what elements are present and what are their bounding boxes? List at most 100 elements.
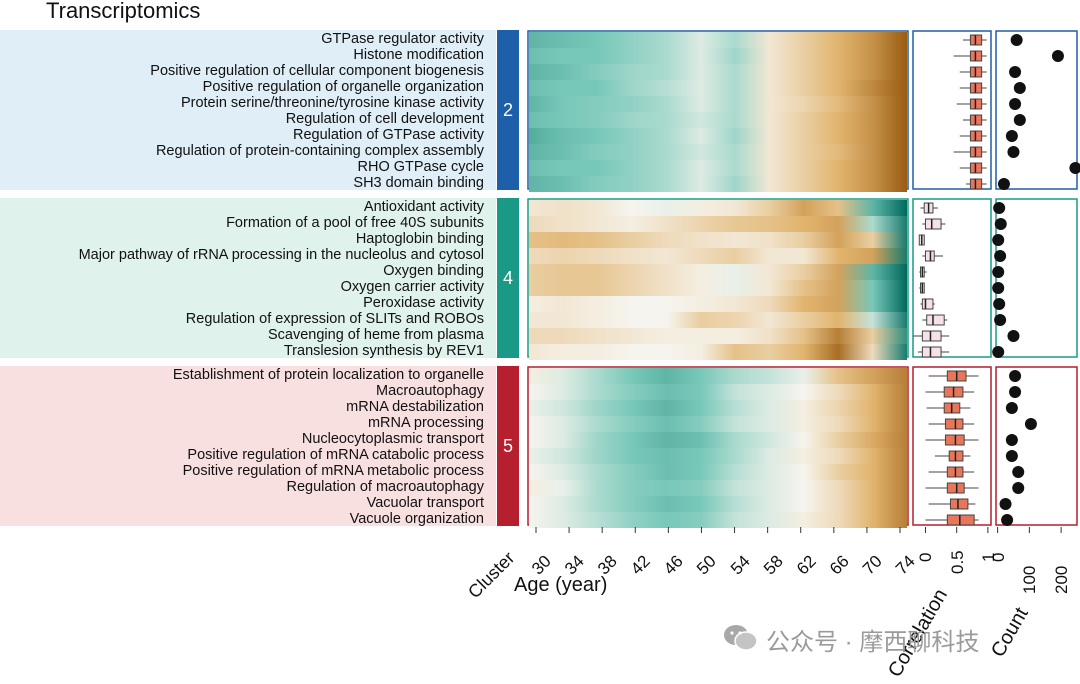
heatmap-row [529, 448, 907, 464]
count-dot [994, 314, 1007, 326]
count-dot [1051, 50, 1064, 62]
term-label: Positive regulation of mRNA metabolic pr… [182, 463, 484, 479]
box-body [926, 314, 945, 326]
term-label: Regulation of expression of SLITs and RO… [185, 311, 484, 327]
count-tick-label: 200 [1052, 565, 1072, 594]
cluster-4-label: 4 [502, 267, 513, 288]
term-label: Regulation of protein-containing complex… [155, 143, 484, 159]
heatmap-row [529, 216, 907, 232]
count-dot [1013, 114, 1026, 126]
cluster-2-label: 2 [502, 99, 513, 120]
term-label: Vacuole organization [349, 511, 484, 527]
count-dot [992, 266, 1005, 278]
heatmap-row [529, 64, 907, 80]
heatmap-row [529, 296, 907, 312]
count-dot [1009, 66, 1022, 78]
cluster-2-background [0, 30, 496, 190]
heatmap-row [529, 160, 907, 176]
term-label: GTPase regulator activity [321, 31, 484, 47]
term-label: SH3 domain binding [353, 175, 484, 191]
term-label: Positive regulation of organelle organiz… [202, 79, 484, 95]
count-dot [992, 282, 1005, 294]
heatmap-row [529, 416, 907, 432]
term-label: Formation of a pool of free 40S subunits [226, 215, 484, 231]
term-label: Haptoglobin binding [355, 231, 484, 247]
count-frame-cluster-4 [995, 198, 1078, 358]
count-dot [993, 202, 1006, 214]
watermark-label: 公众号 · 摩西聊科技 [766, 629, 980, 656]
cluster-4-background [0, 198, 496, 358]
term-label: Major pathway of rRNA processing in the … [78, 247, 484, 263]
count-dot [1069, 162, 1080, 174]
heatmap-row [529, 432, 907, 448]
heatmap-row [529, 96, 907, 112]
heatmap-row [529, 200, 907, 216]
heatmap-row [529, 112, 907, 128]
term-label: Positive regulation of mRNA catabolic pr… [187, 447, 484, 463]
count-dot [992, 346, 1005, 358]
term-label: Antioxidant activity [363, 199, 484, 215]
heatmap-row [529, 480, 907, 496]
heatmap-row [529, 280, 907, 296]
wechat-icon [722, 622, 760, 654]
cluster-2-box: 2 [497, 30, 519, 190]
term-label: Peroxidase activity [363, 295, 484, 311]
heatmap-row [529, 368, 907, 384]
heatmap-row [529, 400, 907, 416]
count-dot [1009, 386, 1022, 398]
box-body [949, 498, 969, 510]
term-label: Positive regulation of cellular componen… [150, 63, 484, 79]
count-dot [1005, 434, 1018, 446]
count-dot [992, 234, 1005, 246]
correlation-tick-label: 0.5 [947, 550, 967, 574]
box-body [921, 298, 934, 310]
heatmap-row [529, 512, 907, 528]
count-dot [1007, 146, 1020, 158]
count-dot [997, 178, 1010, 190]
heatmap-row [529, 248, 907, 264]
term-label: Regulation of cell development [285, 111, 484, 127]
count-frame-cluster-2 [995, 30, 1078, 190]
box-body [944, 418, 964, 430]
term-label: RHO GTPase cycle [357, 159, 485, 175]
term-label: Regulation of GTPase activity [292, 127, 484, 143]
correlation-frame-cluster-2 [912, 30, 992, 190]
heatmap-row [529, 144, 907, 160]
correlation-tick-label: 0 [916, 552, 936, 562]
term-label: Regulation of macroautophagy [286, 479, 485, 495]
heatmap-row [529, 328, 907, 344]
term-label: Oxygen carrier activity [340, 279, 484, 295]
term-label: Translesion synthesis by REV1 [283, 343, 484, 359]
age-axis-title: Age (year) [514, 574, 608, 596]
count-dot [993, 298, 1006, 310]
cluster-4-box: 4 [497, 198, 519, 358]
term-label: mRNA destabilization [346, 399, 484, 415]
cluster-5-label: 5 [502, 435, 513, 456]
heatmap-row [529, 80, 907, 96]
heatmap-row [529, 312, 907, 328]
box-body [924, 218, 942, 230]
count-dot [1005, 450, 1018, 462]
heatmap-row [529, 384, 907, 400]
term-label: Vacuolar transport [366, 495, 484, 511]
term-label: mRNA processing [367, 415, 484, 431]
count-tick-label: 0 [988, 552, 1008, 562]
heatmap-row [529, 264, 907, 280]
box-body [946, 514, 975, 526]
heatmap-row [529, 496, 907, 512]
term-label: Histone modification [353, 47, 484, 63]
box-body [946, 482, 965, 494]
count-dot [1012, 482, 1025, 494]
heatmap-row [529, 344, 907, 360]
count-dot [994, 218, 1007, 230]
count-dot [1001, 514, 1014, 526]
term-label: Protein serine/threonine/tyrosine kinase… [180, 95, 484, 111]
box-body [921, 346, 942, 358]
heatmap-row [529, 48, 907, 64]
cluster-5-background [0, 366, 496, 526]
count-dot [999, 498, 1012, 510]
count-dot [1010, 34, 1023, 46]
heatmap-row [529, 464, 907, 480]
count-dot [1009, 370, 1022, 382]
